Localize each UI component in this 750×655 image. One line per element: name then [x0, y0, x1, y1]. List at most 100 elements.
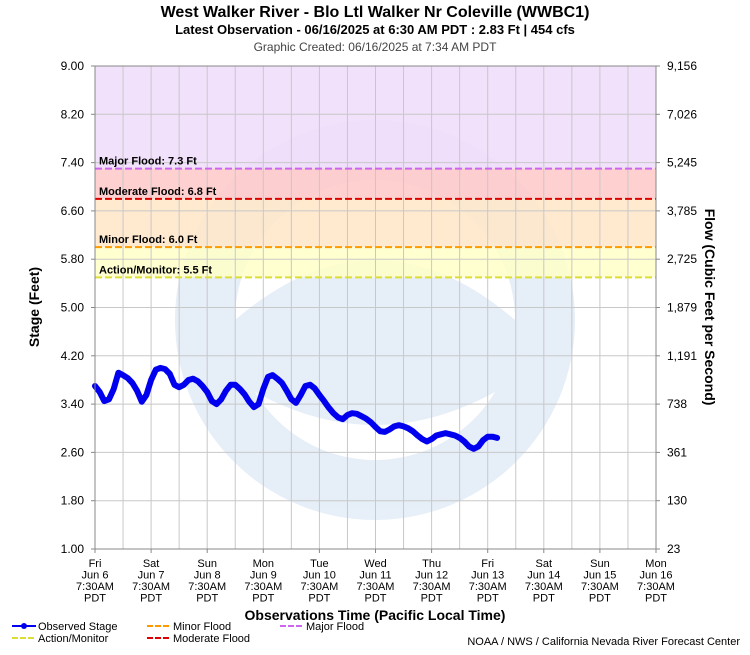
y2-tick-label: 3,785	[667, 204, 697, 218]
data-point	[387, 426, 393, 432]
chart-subtitle: Latest Observation - 06/16/2025 at 6:30 …	[175, 22, 575, 37]
x-axis-label: Observations Time (Pacific Local Time)	[245, 607, 506, 623]
data-point	[134, 388, 140, 394]
data-point	[260, 386, 266, 392]
threshold-label: Action/Monitor: 5.5 Ft	[99, 264, 212, 276]
x-tick-label: Fri Jun 6 7:30AM PDT	[76, 558, 114, 605]
y2-tick-label: 5,245	[667, 156, 697, 170]
data-point	[330, 410, 336, 416]
y-tick-label: 6.60	[61, 204, 85, 218]
data-point	[415, 432, 421, 438]
data-point	[228, 382, 234, 388]
y2-tick-label: 1,191	[667, 349, 697, 363]
data-point	[293, 400, 299, 406]
data-point	[447, 431, 453, 437]
data-point	[265, 374, 271, 380]
data-point	[475, 443, 481, 449]
data-point	[101, 398, 107, 404]
data-point	[391, 423, 397, 429]
data-point	[115, 370, 121, 376]
data-point	[396, 422, 402, 428]
y-tick-label: 5.00	[61, 301, 85, 315]
x-tick-label: Fri Jun 13 7:30AM PDT	[469, 558, 507, 605]
y-tick-label: 1.00	[61, 542, 85, 556]
threshold-label: Moderate Flood: 6.8 Ft	[99, 186, 217, 198]
data-point	[494, 435, 500, 441]
y-tick-label: 2.60	[61, 445, 85, 459]
data-point	[218, 396, 224, 402]
data-point	[181, 382, 187, 388]
data-point	[284, 388, 290, 394]
data-point	[246, 399, 252, 405]
y2-axis-label: Flow (Cubic Feet per Second)	[702, 209, 718, 406]
legend-label: Action/Monitor	[38, 633, 109, 645]
y2-tick-label: 361	[667, 445, 687, 459]
data-point	[200, 383, 206, 389]
data-point	[111, 386, 117, 392]
credit-text: NOAA / NWS / California Nevada River For…	[467, 636, 740, 648]
data-point	[251, 404, 257, 410]
data-point	[335, 414, 341, 420]
x-tick-label: Sun Jun 15 7:30AM PDT	[581, 558, 619, 605]
data-point	[312, 385, 318, 391]
data-point	[373, 424, 378, 430]
y2-tick-label: 130	[667, 494, 687, 508]
data-point	[223, 388, 229, 394]
data-point	[461, 439, 467, 445]
data-point	[489, 434, 495, 440]
data-point	[377, 428, 383, 434]
threshold-label: Major Flood: 7.3 Ft	[99, 156, 197, 168]
data-point	[344, 412, 350, 418]
data-point	[298, 392, 304, 398]
threshold-label: Minor Flood: 6.0 Ft	[99, 234, 198, 246]
y-axis-label: Stage (Feet)	[26, 267, 42, 347]
data-point	[349, 410, 355, 416]
x-tick-label: Sat Jun 7 7:30AM PDT	[132, 558, 170, 605]
x-tick-label: Thu Jun 12 7:30AM PDT	[413, 558, 451, 605]
y2-tick-label: 7,026	[667, 107, 697, 121]
data-point	[363, 416, 369, 422]
data-point	[232, 382, 238, 388]
y-tick-label: 5.80	[61, 252, 85, 266]
data-point	[190, 376, 196, 382]
data-point	[485, 434, 491, 440]
data-point	[443, 430, 449, 436]
data-point	[410, 428, 416, 434]
data-point	[433, 432, 439, 438]
data-point	[214, 401, 220, 407]
data-point	[204, 389, 210, 395]
data-point	[148, 377, 154, 383]
y-tick-label: 8.20	[61, 107, 85, 121]
data-point	[157, 365, 163, 371]
legend-marker	[21, 623, 27, 629]
y-tick-label: 9.00	[61, 59, 85, 73]
y-tick-label: 7.40	[61, 156, 85, 170]
data-point	[237, 386, 243, 392]
data-point	[471, 446, 477, 452]
y2-tick-label: 2,725	[667, 252, 697, 266]
data-point	[419, 436, 425, 442]
data-point	[209, 398, 215, 404]
x-tick-label: Sun Jun 8 7:30AM PDT	[188, 558, 226, 605]
data-point	[316, 392, 322, 398]
data-point	[153, 367, 159, 373]
data-point	[139, 399, 145, 405]
y-tick-label: 3.40	[61, 397, 85, 411]
data-point	[274, 376, 280, 382]
legend-label: Moderate Flood	[173, 633, 250, 645]
data-point	[167, 371, 173, 377]
data-point	[106, 396, 112, 402]
x-tick-label: Sat Jun 14 7:30AM PDT	[525, 558, 563, 605]
data-point	[438, 431, 444, 437]
data-point	[186, 377, 191, 383]
x-tick-label: Mon Jun 9 7:30AM PDT	[244, 558, 282, 605]
x-tick-label: Wed Jun 11 7:30AM PDT	[357, 558, 395, 605]
data-point	[171, 382, 177, 388]
data-point	[129, 380, 135, 386]
x-tick-label: Tue Jun 10 7:30AM PDT	[300, 558, 338, 605]
chart-title: West Walker River - Blo Ltl Walker Nr Co…	[161, 4, 590, 21]
data-point	[176, 384, 182, 390]
data-point	[270, 372, 276, 378]
